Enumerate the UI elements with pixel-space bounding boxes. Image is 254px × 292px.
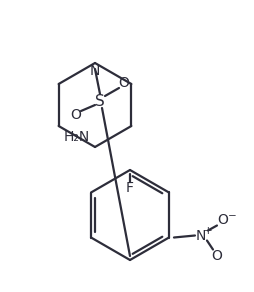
Text: S: S [95, 93, 105, 109]
Text: O: O [119, 76, 130, 90]
Text: N: N [90, 64, 100, 78]
Text: H₂N: H₂N [64, 130, 90, 144]
Text: O: O [217, 213, 228, 227]
Text: O: O [212, 248, 223, 263]
Text: +: + [204, 225, 212, 236]
Text: F: F [126, 181, 134, 195]
Text: N: N [196, 229, 206, 242]
Text: O: O [71, 108, 82, 122]
Text: −: − [228, 211, 236, 222]
